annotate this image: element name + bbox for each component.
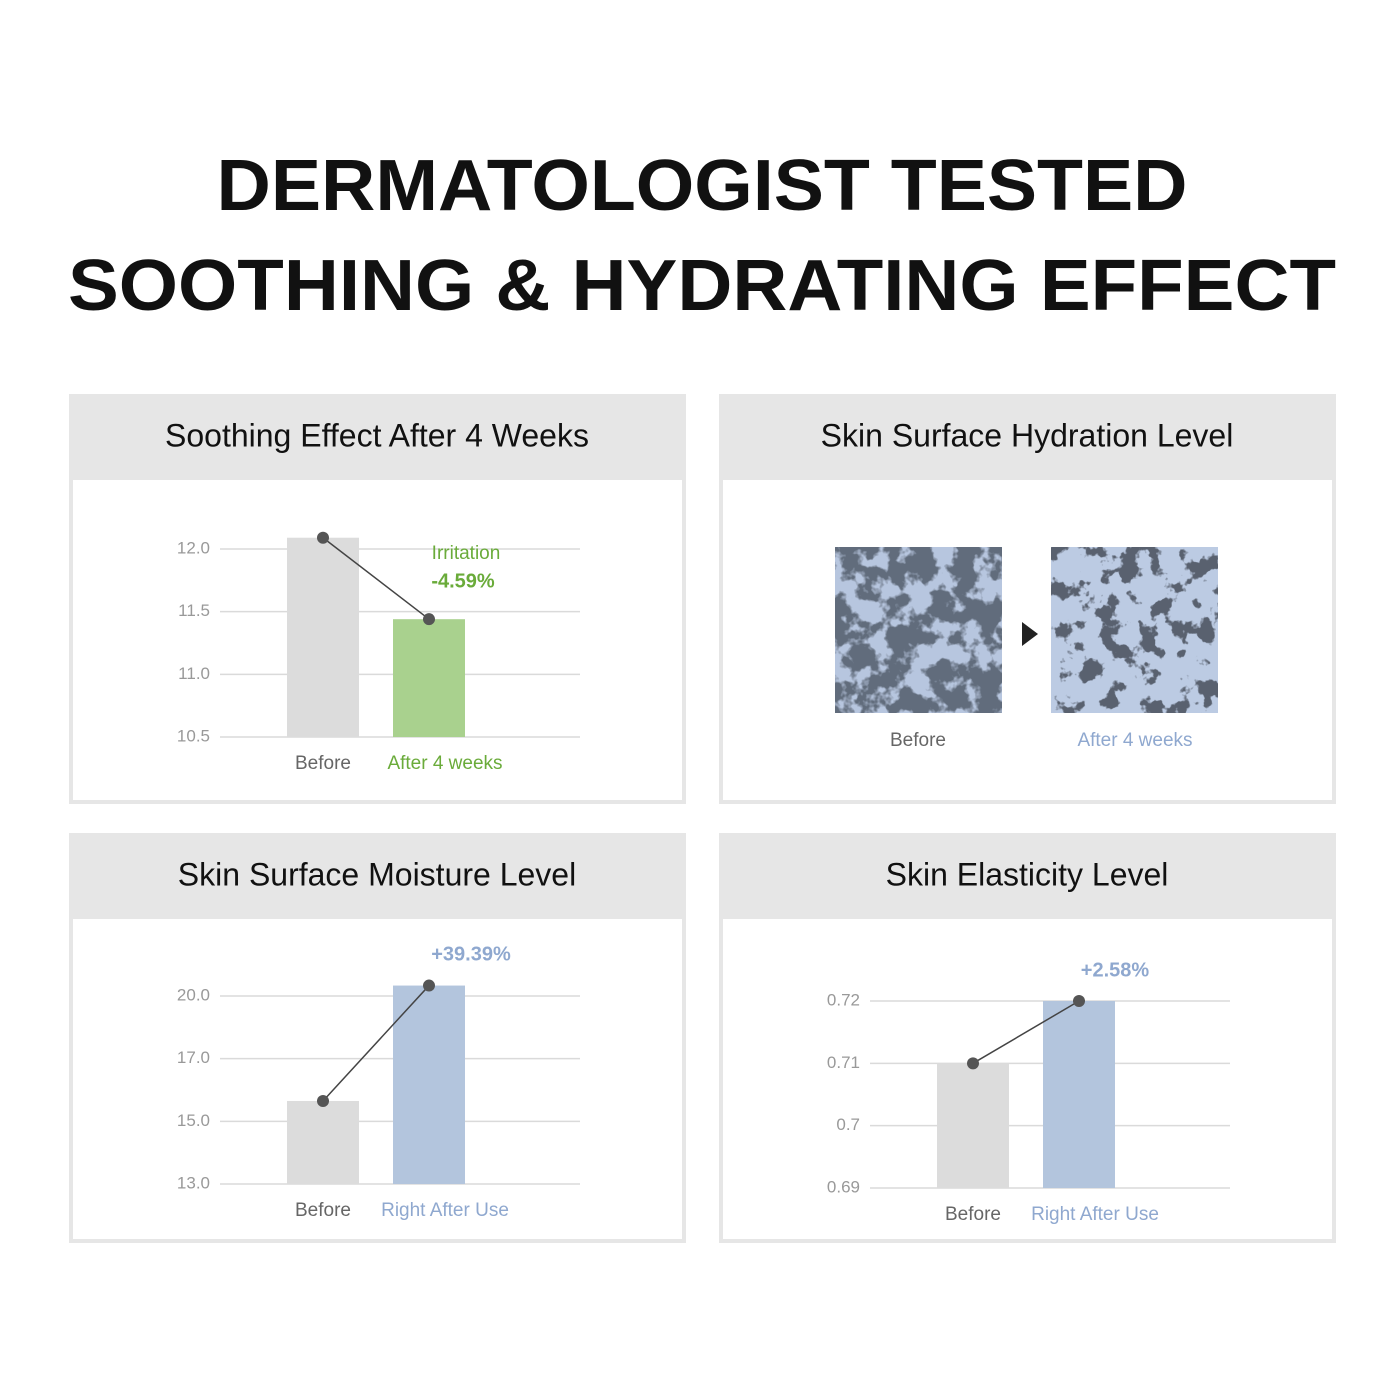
y-tick-label: 13.0 bbox=[177, 1173, 210, 1192]
annotation: Irritation bbox=[432, 543, 501, 564]
connector bbox=[322, 985, 430, 1102]
bar bbox=[937, 1063, 1009, 1188]
bar bbox=[393, 985, 465, 1184]
skin-texture bbox=[835, 547, 1002, 713]
annotation: +39.39% bbox=[431, 943, 511, 965]
hydration-panel: Skin Surface Hydration Level Before Afte… bbox=[719, 394, 1336, 804]
y-tick-label: 0.71 bbox=[827, 1053, 860, 1072]
y-tick-label: 15.0 bbox=[177, 1111, 210, 1130]
y-tick-label: 20.0 bbox=[177, 985, 210, 1004]
y-tick-label: 0.7 bbox=[836, 1115, 860, 1134]
y-tick-label: 11.5 bbox=[178, 601, 210, 620]
panel-title: Skin Surface Hydration Level bbox=[821, 417, 1234, 453]
bar bbox=[393, 619, 465, 737]
annotation: +2.58% bbox=[1081, 959, 1150, 981]
image-label: Before bbox=[890, 730, 946, 751]
connector bbox=[972, 1000, 1080, 1064]
image-label: After 4 weeks bbox=[1077, 730, 1192, 751]
skin-texture bbox=[1051, 547, 1218, 713]
point bbox=[317, 531, 329, 544]
annotation: -4.59% bbox=[431, 570, 495, 592]
main-title: DERMATOLOGIST TESTED bbox=[217, 146, 1188, 226]
x-tick-label: After 4 weeks bbox=[387, 753, 502, 774]
x-tick-label: Right After Use bbox=[381, 1200, 509, 1221]
x-tick-label: Right After Use bbox=[1031, 1204, 1159, 1225]
x-tick-label: Before bbox=[295, 1200, 351, 1221]
x-tick-label: Before bbox=[295, 753, 351, 774]
point bbox=[423, 979, 435, 992]
point bbox=[967, 1057, 979, 1070]
y-tick-label: 12.0 bbox=[177, 538, 210, 557]
panel-title: Soothing Effect After 4 Weeks bbox=[165, 417, 589, 453]
x-tick-label: Before bbox=[945, 1204, 1001, 1225]
panel-body bbox=[73, 480, 682, 800]
panel-title: Skin Elasticity Level bbox=[886, 856, 1169, 892]
y-tick-label: 0.72 bbox=[827, 990, 860, 1009]
y-tick-label: 11.0 bbox=[178, 664, 210, 683]
y-tick-label: 10.5 bbox=[177, 726, 210, 745]
bar bbox=[1043, 1001, 1115, 1188]
arrow bbox=[1022, 622, 1038, 646]
panel-body bbox=[723, 919, 1332, 1239]
panel-title: Skin Surface Moisture Level bbox=[178, 856, 576, 892]
bar bbox=[287, 1100, 359, 1184]
point bbox=[1073, 995, 1085, 1007]
connector bbox=[322, 537, 430, 620]
bar bbox=[287, 537, 359, 737]
panel-body bbox=[73, 919, 682, 1239]
point bbox=[317, 1094, 329, 1107]
point bbox=[423, 613, 435, 626]
y-tick-label: 17.0 bbox=[177, 1048, 210, 1067]
main-title: SOOTHING & HYDRATING EFFECT bbox=[68, 246, 1336, 326]
y-tick-label: 0.69 bbox=[827, 1177, 860, 1196]
